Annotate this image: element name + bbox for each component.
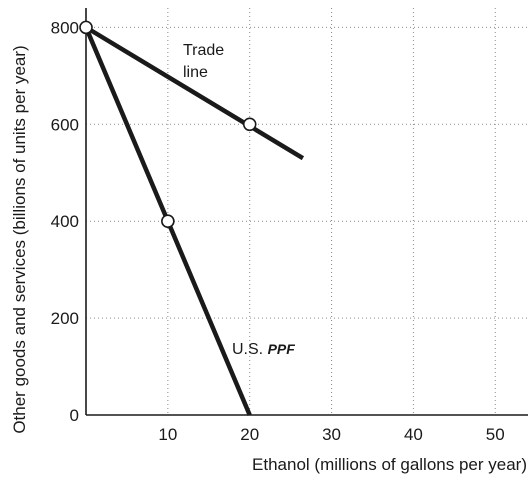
trade-line-label: Trade line xyxy=(183,42,229,81)
x-tick-label: 20 xyxy=(240,425,259,444)
point-marker xyxy=(242,117,257,132)
trade-line xyxy=(84,25,305,161)
trade-line-label-line2: line xyxy=(183,64,208,81)
point-marker xyxy=(79,20,93,35)
y-tick-label: 400 xyxy=(51,212,79,231)
x-axis-title: Ethanol (millions of gallons per year) xyxy=(252,455,527,474)
trade-line-label-line1: Trade xyxy=(183,42,224,59)
x-tick-label: 40 xyxy=(404,425,423,444)
y-tick-label: 600 xyxy=(51,115,79,134)
y-tick-label: 0 xyxy=(70,406,79,425)
ppf-label-prefix: U.S. xyxy=(232,341,263,358)
y-tick-label: 200 xyxy=(51,309,79,328)
tick-labels: 10 20 30 40 50 0 200 400 600 800 xyxy=(51,18,505,444)
x-tick-label: 10 xyxy=(158,425,177,444)
y-axis-title: Other goods and services (billions of un… xyxy=(10,45,29,433)
y-tick-label: 800 xyxy=(51,18,79,37)
axes xyxy=(85,8,528,416)
points xyxy=(79,20,257,228)
point-marker xyxy=(161,214,175,228)
ppf-label: U.S. PPF xyxy=(232,341,295,358)
x-tick-label: 30 xyxy=(322,425,341,444)
grid xyxy=(86,8,528,415)
x-tick-label: 50 xyxy=(486,425,505,444)
ppf-label-italic: PPF xyxy=(268,341,296,357)
